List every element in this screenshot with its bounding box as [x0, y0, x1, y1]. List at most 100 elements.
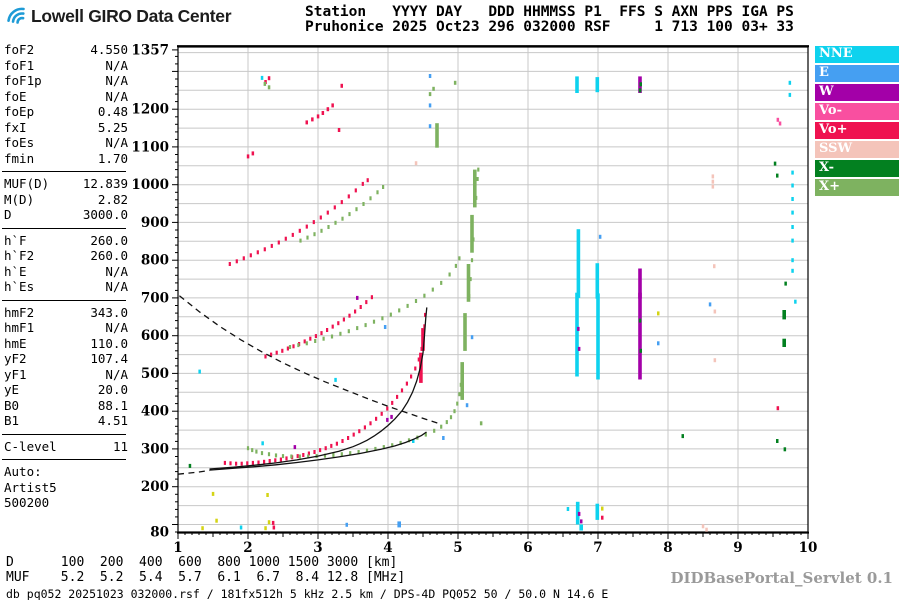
parameter-label: h`Es: [4, 279, 35, 294]
parameter-row-he: h`E N/A: [4, 264, 128, 280]
parameter-row-mufd: MUF(D) 12.839: [4, 176, 128, 192]
series-x-trace-1hop: [246, 123, 480, 459]
measurement-info-line: db pq052 20251023 032000.rsf / 181fx512h…: [6, 587, 609, 600]
parameter-label: foE: [4, 88, 27, 104]
parameter-label: h`F2: [4, 248, 35, 263]
svg-text:800: 800: [141, 253, 169, 269]
parameter-value: 1.70: [97, 150, 128, 166]
parameter-row-foe: foE N/A: [4, 89, 128, 105]
parameter-value: 12.839: [82, 176, 128, 191]
svg-text:1100: 1100: [131, 139, 169, 155]
svg-text:7: 7: [593, 540, 602, 556]
station-header-row2: Pruhonice 2025 Oct23 296 032000 RSF 1 71…: [305, 19, 794, 35]
series-o-trace-2hop: [264, 295, 373, 359]
parameter-value: 260.0: [90, 232, 128, 248]
parameter-value: N/A: [105, 88, 128, 104]
parameter-row-hmf1: hmF1 N/A: [4, 320, 128, 336]
parameter-row-hmf2: hmF2 343.0: [4, 305, 128, 321]
parameter-label: foF1p: [4, 73, 42, 88]
parameter-value: N/A: [105, 263, 128, 279]
parameter-row-500200: 500200: [4, 495, 128, 511]
parameter-value: N/A: [105, 73, 128, 88]
series-e-blue: [345, 74, 712, 528]
svg-text:8: 8: [663, 540, 672, 556]
parameter-label: foEp: [4, 104, 35, 119]
parameter-label: Auto:: [4, 464, 42, 479]
parameter-row-fmin: fmin 1.70: [4, 151, 128, 167]
parameter-separator: [2, 299, 126, 301]
parameter-label: B1: [4, 413, 20, 428]
svg-text:500: 500: [141, 366, 169, 382]
svg-text:1200: 1200: [131, 102, 169, 118]
series-x-minus-darkgreen: [188, 82, 787, 468]
parameter-row-fof1p: foF1p N/A: [4, 73, 128, 89]
parameter-label: D: [4, 207, 12, 222]
svg-text:700: 700: [141, 290, 169, 306]
parameter-row-artist5: Artist5: [4, 480, 128, 496]
giro-logo-icon: [7, 7, 25, 24]
parameter-label: MUF(D): [4, 176, 50, 191]
series-nne-cyan: [198, 75, 797, 531]
station-header-row1: Station YYYY DAY DDD HHMMSS P1 FFS S AXN…: [305, 4, 794, 20]
legend-item-vo: Vo+: [815, 122, 899, 139]
svg-text:4: 4: [383, 540, 392, 556]
parameter-label: h`F: [4, 232, 27, 248]
muf-table: D 100 200 400 600 800 1000 1500 3000 [km…: [6, 555, 406, 585]
legend-item-ssw: SSW: [815, 141, 899, 158]
svg-text:600: 600: [141, 328, 169, 344]
parameter-value: 88.1: [97, 397, 128, 413]
parameter-row-md: M(D) 2.82: [4, 192, 128, 208]
page-title: Lowell GIRO Data Center: [31, 6, 232, 26]
parameter-row-foep: foEp 0.48: [4, 104, 128, 120]
parameter-row-yf1: yF1 N/A: [4, 367, 128, 383]
parameter-label: foEs: [4, 135, 35, 150]
parameter-value: N/A: [105, 320, 128, 335]
parameter-row-hf: h`F 260.0: [4, 233, 128, 249]
svg-text:2: 2: [243, 540, 252, 556]
parameter-label: B0: [4, 397, 20, 413]
parameter-value: 20.0: [97, 382, 128, 397]
parameter-row-hme: hmE 110.0: [4, 336, 128, 352]
parameter-label: hmF1: [4, 320, 35, 335]
series-x-trace-3hop: [299, 185, 385, 243]
svg-text:1: 1: [173, 540, 182, 556]
parameter-value: 4.550: [90, 42, 128, 57]
legend-item-w: W: [815, 84, 899, 101]
parameter-row-clevel: C-level 11: [4, 439, 128, 455]
series-misc-yellow: [201, 311, 660, 531]
parameter-value: 0.48: [97, 104, 128, 119]
parameter-row-ye: yE 20.0: [4, 382, 128, 398]
legend-item-x: X-: [815, 160, 899, 177]
curve-fitted-o-trace: [209, 307, 428, 470]
parameter-label: foF2: [4, 42, 35, 57]
parameter-row-b1: B1 4.51: [4, 413, 128, 429]
parameter-separator: [2, 171, 126, 172]
svg-text:900: 900: [141, 215, 169, 231]
parameter-label: Artist5: [4, 479, 57, 495]
station-header: Station YYYY DAY DDD HHMMSS P1 FFS S AXN…: [305, 5, 794, 35]
curve-true-height-profile: [209, 431, 427, 471]
series-vo-plus-dots: [271, 406, 780, 530]
svg-text:5: 5: [453, 540, 462, 556]
legend-item-e: E: [815, 65, 899, 82]
parameter-label: C-level: [4, 438, 57, 454]
muf-table-muf-row: MUF 5.2 5.2 5.4 5.7 6.1 6.7 8.4 12.8 [MH…: [6, 569, 406, 585]
parameter-row-d: D 3000.0: [4, 207, 128, 223]
parameter-row-b0: B0 88.1: [4, 398, 128, 414]
legend-item-nne: NNE: [815, 46, 899, 63]
svg-text:3: 3: [313, 540, 322, 556]
parameter-row-hes: h`Es N/A: [4, 279, 128, 295]
parameter-row-hf2: h`F2 260.0: [4, 248, 128, 264]
parameter-label: yF2: [4, 351, 27, 366]
series-x-plus-specks: [263, 80, 483, 426]
parameter-value: 4.51: [97, 413, 128, 428]
parameter-separator: [2, 459, 126, 460]
parameter-value: N/A: [105, 57, 128, 73]
parameter-separator: [2, 227, 126, 229]
curve-muf-transmission-curve: [178, 295, 441, 425]
parameter-value: 260.0: [90, 248, 128, 263]
parameter-value: 343.0: [90, 304, 128, 320]
parameter-value: N/A: [105, 135, 128, 150]
legend-item-vo: Vo-: [815, 103, 899, 120]
